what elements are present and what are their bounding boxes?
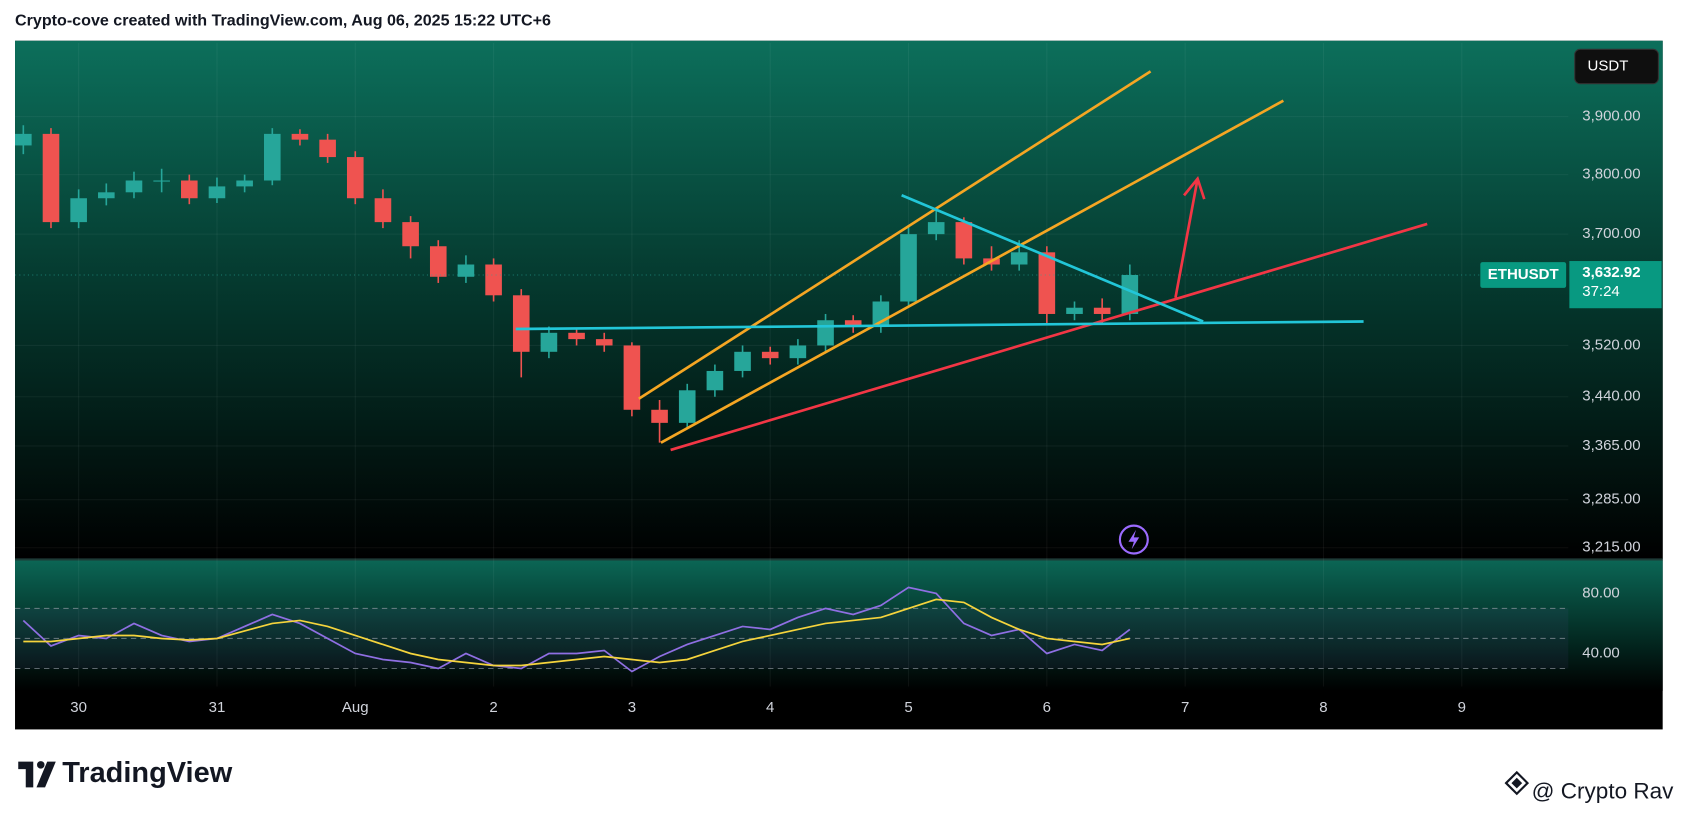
header-text: Crypto-cove created with TradingView.com… (15, 12, 551, 30)
brand-logo (18, 761, 56, 788)
footer-brand: TradingView (62, 757, 232, 789)
candle-body (457, 264, 475, 277)
candle-body (181, 180, 198, 199)
currency-box (1574, 48, 1659, 85)
y-tick-label: 3,215.00 (1582, 539, 1640, 556)
currency-label: USDT (1588, 57, 1629, 74)
candle-body (346, 157, 364, 199)
candle-body (319, 139, 336, 158)
candle-body (374, 198, 392, 223)
trend-line (901, 194, 1204, 323)
rsi-tick-label: 40.00 (1582, 644, 1620, 661)
y-tick-label: 3,440.00 (1582, 388, 1640, 405)
candle-body (485, 264, 502, 296)
candle-body (761, 351, 779, 359)
candle-body (955, 222, 973, 259)
x-tick-label: 30 (70, 699, 87, 716)
x-tick-label: 4 (766, 699, 774, 716)
candle-body (568, 332, 585, 340)
candle-body (844, 320, 862, 327)
y-tick-label: 3,700.00 (1582, 225, 1640, 242)
y-tick-label: 3,900.00 (1582, 108, 1640, 125)
arrow (1174, 175, 1206, 299)
symbol-label: ETHUSDT (1488, 266, 1559, 283)
candle-body (734, 351, 751, 371)
y-tick-label: 3,800.00 (1582, 166, 1640, 183)
last-price-label: 3,632.92 (1582, 264, 1640, 281)
rsi-tick-label: 80.00 (1582, 584, 1620, 601)
candle-body (291, 133, 309, 140)
rsi-line (23, 598, 1131, 667)
candle-body (15, 133, 32, 146)
candle-body (98, 192, 115, 199)
candle-body (623, 345, 641, 410)
footer-credit: @ Crypto Rav (1532, 779, 1674, 804)
candle-body (125, 180, 143, 193)
x-tick-label: 2 (489, 699, 497, 716)
price-pane (15, 40, 1663, 559)
candle-body (651, 409, 668, 423)
candle-body (817, 320, 834, 346)
y-tick-label: 3,285.00 (1582, 491, 1640, 508)
candle-body (1121, 274, 1139, 314)
candle-body (236, 180, 253, 187)
x-tick-label: 3 (628, 699, 636, 716)
x-tick-label: 9 (1458, 699, 1466, 716)
candle-body (42, 133, 60, 223)
y-tick-label: 3,365.00 (1582, 437, 1640, 454)
candle-body (429, 246, 447, 277)
x-tick-label: 31 (209, 699, 226, 716)
candle-body (789, 345, 807, 359)
last-price-box (1569, 261, 1662, 309)
candle-body (595, 339, 613, 346)
countdown-label: 37:24 (1582, 283, 1620, 300)
y-tick-label: 3,520.00 (1582, 336, 1640, 353)
candle-body (70, 198, 87, 223)
x-tick-label: 8 (1319, 699, 1327, 716)
credit-icon (1504, 770, 1530, 796)
candle-body (927, 222, 945, 235)
candle-body (540, 332, 558, 352)
candle-body (512, 295, 530, 352)
x-tick-label: 6 (1043, 699, 1051, 716)
candle-body (208, 186, 226, 199)
x-tick-label: 7 (1181, 699, 1189, 716)
x-tick-label: Aug (342, 699, 369, 716)
candle-body (706, 370, 724, 391)
candle-body (1093, 307, 1111, 314)
candle-body (900, 234, 917, 302)
alert-icon (1118, 524, 1149, 555)
candle-body (1066, 307, 1083, 314)
candle-body (1038, 252, 1056, 314)
x-tick-label: 5 (904, 699, 912, 716)
candle-body (1010, 252, 1028, 265)
symbol-box (1480, 262, 1567, 288)
candle-body (153, 180, 170, 182)
candle-body (678, 390, 696, 423)
trend-line (660, 99, 1285, 444)
candle-body (402, 222, 419, 247)
trend-line (670, 222, 1428, 452)
candle-body (263, 133, 281, 181)
trend-line (515, 320, 1364, 331)
trend-line (638, 70, 1152, 400)
